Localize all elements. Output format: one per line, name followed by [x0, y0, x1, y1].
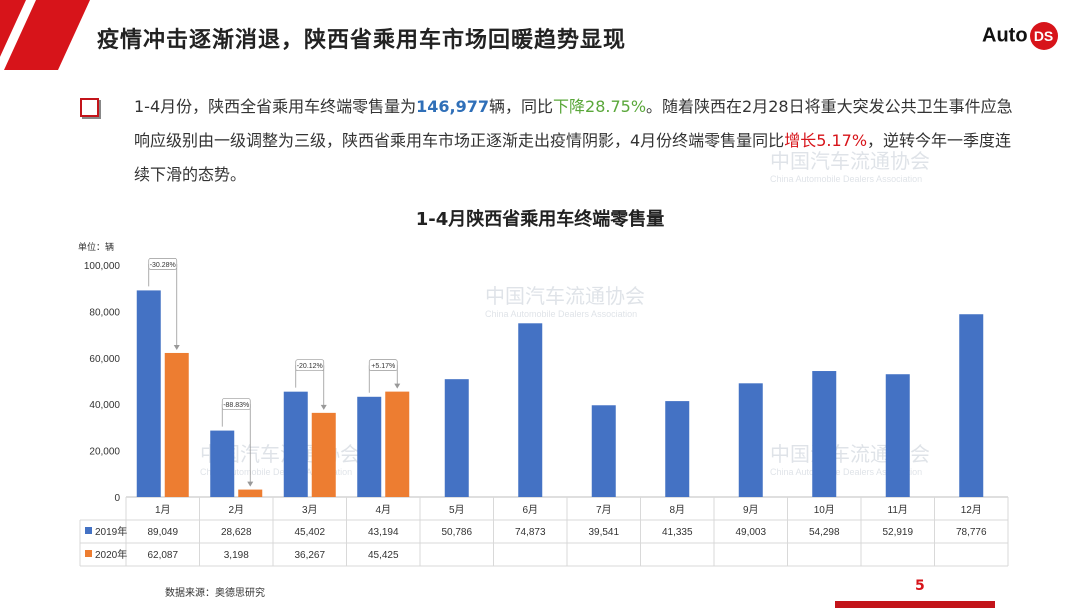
y-tick-label: 0 [114, 493, 120, 504]
intro-paragraph: 1-4月份，陕西全省乘用车终端零售量为146,977辆，同比下降28.75%。随… [134, 97, 1013, 184]
table-value-cell: 54,298 [809, 527, 840, 538]
bar-2020 [164, 352, 189, 497]
bar-2020 [385, 391, 410, 497]
bar-2019 [210, 430, 235, 497]
annotation-box [295, 359, 325, 372]
watermark: 中国汽车流通协会 China Automobile Dealers Associa… [485, 284, 645, 319]
y-tick-label: 20,000 [89, 447, 120, 458]
bar-2020 [238, 489, 263, 497]
y-tick-label: 60,000 [89, 354, 120, 365]
bar-2019 [357, 396, 382, 497]
bar-2019 [444, 379, 469, 497]
legend-label: 2019年 [95, 525, 127, 538]
annotation-box [148, 258, 178, 270]
autods-logo: Auto DS [982, 22, 1058, 50]
x-category-label: 8月 [669, 504, 685, 516]
annotation-arrow-icon [247, 481, 254, 487]
bar-2020 [311, 412, 336, 497]
bar-2019 [738, 383, 763, 497]
annotation-label: +5.17% [371, 363, 395, 370]
table-value-cell: 74,873 [515, 527, 546, 538]
page-number: 5 [915, 578, 925, 594]
table-value-cell: 62,087 [147, 550, 178, 561]
bar-2019 [518, 323, 543, 497]
bar-2019 [283, 391, 308, 497]
data-source: 数据来源：奥德思研究 [165, 588, 265, 599]
bar-2019 [136, 290, 161, 497]
x-category-label: 12月 [961, 504, 982, 516]
annotation-label: -88.83% [223, 402, 249, 409]
header-red-slash [0, 0, 90, 70]
y-tick-label: 100,000 [84, 261, 121, 272]
table-value-cell: 89,049 [147, 527, 178, 538]
bar-2019 [812, 371, 837, 497]
x-category-label: 1月 [155, 504, 171, 516]
bar-chart: 单位：辆 0 20,000 40,000 60,000 80,000 100,000 -30.… [78, 241, 1009, 567]
logo-auto-text: Auto [982, 24, 1028, 47]
table-value-cell: 28,628 [221, 527, 252, 538]
watermark: 中国汽车流通协会 China Automobile Dealers Associa… [770, 149, 930, 184]
annotation-label: -30.28% [150, 262, 176, 269]
y-tick-label: 80,000 [89, 307, 120, 318]
annotation-arrow-icon [173, 344, 180, 350]
x-category-label: 11月 [888, 504, 908, 516]
bullet-square-icon [80, 98, 99, 117]
x-category-label: 9月 [743, 504, 759, 516]
table-value-cell: 49,003 [735, 527, 766, 538]
table-value-cell: 43,194 [368, 527, 399, 538]
bar-2019 [591, 405, 616, 497]
bottom-red-bar [835, 601, 995, 608]
logo-ds-badge: DS [1029, 22, 1058, 50]
bar-2019 [665, 401, 690, 497]
table-value-cell: 41,335 [662, 527, 693, 538]
bar-2019 [885, 374, 910, 497]
annotation-arrow-icon [394, 383, 401, 389]
x-category-label: 2月 [228, 504, 244, 516]
bar-2019 [959, 314, 984, 497]
x-category-label: 5月 [449, 504, 465, 516]
growth-value: 增长5.17% [784, 131, 868, 150]
page-title: 疫情冲击逐渐消退，陕西省乘用车市场回暖趋势显现 [97, 28, 627, 53]
legend-label: 2020年 [95, 548, 127, 561]
table-value-cell: 45,425 [368, 550, 399, 561]
unit-label: 单位：辆 [78, 241, 114, 252]
table-value-cell: 3,198 [224, 550, 249, 561]
annotation-arrow-icon [320, 404, 327, 410]
x-category-label: 10月 [814, 504, 835, 516]
legend-swatch [85, 527, 92, 534]
table-value-cell: 36,267 [294, 550, 325, 561]
chart-title: 1-4月陕西省乘用车终端零售量 [415, 209, 665, 230]
legend-swatch [85, 550, 92, 557]
annotation-label: -20.12% [297, 363, 323, 370]
y-tick-label: 40,000 [89, 400, 120, 411]
x-category-label: 3月 [302, 504, 318, 516]
x-category-label: 7月 [596, 504, 612, 516]
total-sales-value: 146,977 [416, 97, 490, 116]
annotation-box [221, 398, 251, 410]
table-value-cell: 50,786 [441, 527, 472, 538]
annotation-box [368, 359, 398, 371]
decline-value: 下降28.75% [553, 97, 647, 116]
table-value-cell: 78,776 [956, 527, 987, 538]
table-value-cell: 45,402 [294, 527, 325, 538]
x-category-label: 4月 [375, 504, 391, 516]
table-value-cell: 52,919 [882, 527, 913, 538]
x-category-label: 6月 [522, 504, 538, 516]
table-value-cell: 39,541 [588, 527, 619, 538]
